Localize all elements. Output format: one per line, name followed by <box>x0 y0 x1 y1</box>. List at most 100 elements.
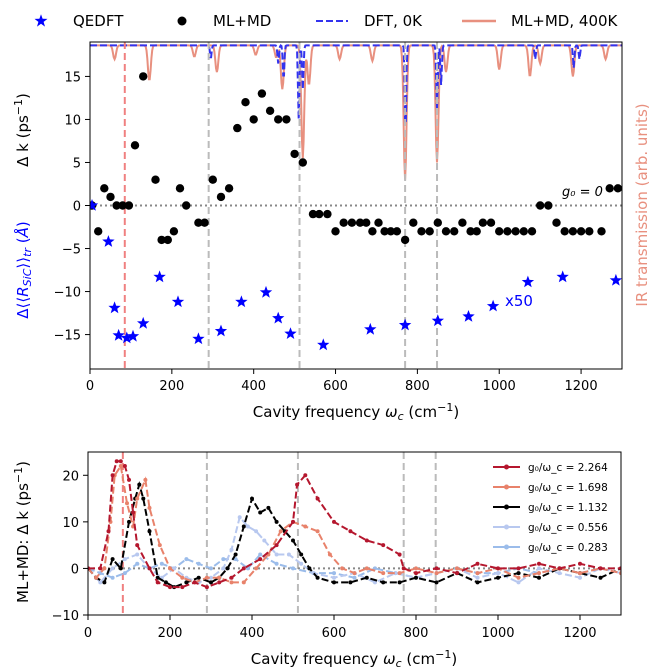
bottom-x-axis-label: Cavity frequency ωc (cm−1) <box>251 648 457 668</box>
ml-md-point <box>417 227 426 236</box>
ml-md-point <box>169 227 179 236</box>
legend-item-ml-md-400k: ML+MD, 400K <box>462 12 619 30</box>
series-point <box>184 557 189 562</box>
series-point <box>397 552 402 557</box>
top-x-tick-label: 0 <box>86 379 94 394</box>
qedft-point <box>126 329 140 342</box>
series-point <box>196 575 201 580</box>
series-point <box>250 496 254 501</box>
legend-swatch-point <box>504 524 509 530</box>
series-point <box>516 580 521 585</box>
ml-md-point <box>576 227 586 236</box>
series-point <box>434 580 439 585</box>
series-point <box>180 575 185 580</box>
ml-md-point <box>374 218 383 227</box>
series-point <box>110 575 115 580</box>
series-point <box>241 580 246 585</box>
series-point <box>184 580 189 585</box>
bottom-legend: g₀/ω_c = 2.264 g₀/ω_c = 1.698 g₀/ω_c = 1.1… <box>493 462 608 554</box>
series-point <box>147 566 152 571</box>
ml-md-point <box>339 218 348 227</box>
series-point <box>237 515 242 520</box>
bottom-x-tick-label: 600 <box>322 626 347 641</box>
ml-md-point <box>224 184 234 193</box>
qedft-point <box>153 270 166 283</box>
ml-md-point <box>274 115 283 124</box>
ml-md-point <box>568 227 578 236</box>
series-point <box>352 571 357 576</box>
series-point <box>303 473 308 478</box>
legend-series-label: g₀/ω_c = 1.698 <box>528 482 608 494</box>
series-point <box>225 566 230 571</box>
legend-series-label: g₀/ω_c = 0.556 <box>528 522 608 534</box>
ml-md-point <box>560 227 569 236</box>
series-point <box>137 482 142 487</box>
top-y-tick-label: −15 <box>54 329 81 344</box>
top-axis-ticks: 0 200 400 600 800 1000 1200 −15 −10 −5 0 5 10 15 <box>54 70 598 394</box>
legend-swatch-point <box>504 484 509 490</box>
series-point <box>332 575 336 580</box>
qedft-point <box>521 275 535 288</box>
series-point <box>143 477 148 482</box>
top-panel: 0 200 400 600 800 1000 1200 −15 −10 −5 0 5 10 15 g₀ =… <box>12 41 649 423</box>
ml-md-point <box>323 209 332 219</box>
series-point <box>204 575 209 580</box>
series-point <box>180 585 185 590</box>
top-right-axis-label: IR transmission (arb. units) <box>633 103 649 306</box>
ml-md-point <box>386 227 395 236</box>
series-point <box>196 561 201 566</box>
series-point <box>496 571 500 576</box>
qedft-point <box>235 295 248 308</box>
series-point <box>598 566 603 571</box>
qedft-point <box>102 235 115 247</box>
series-point <box>229 575 234 580</box>
series-point <box>110 557 115 562</box>
series-point <box>192 580 197 585</box>
ir-0k-curve <box>90 44 622 125</box>
series-point <box>254 566 259 571</box>
series-point <box>131 510 136 515</box>
qedft-point <box>556 270 569 283</box>
ml-md-point <box>466 227 475 236</box>
series-point <box>241 566 246 571</box>
ml-md-point <box>249 115 258 124</box>
legend-label-qedft: QEDFT <box>73 12 124 30</box>
bottom-y-tick-label: −10 <box>52 609 79 624</box>
top-plot-area <box>90 42 622 369</box>
series-point <box>168 566 172 571</box>
series-point <box>332 519 336 524</box>
series-point <box>258 552 263 557</box>
series-line <box>88 515 621 584</box>
qedft-point <box>112 328 125 341</box>
series-point <box>516 571 521 576</box>
series-point <box>122 464 127 468</box>
top-y-tick-label: −5 <box>62 243 81 258</box>
series-point <box>332 571 336 576</box>
series-point <box>163 580 168 585</box>
ml-md-point <box>355 218 365 227</box>
bottom-x-tick-label: 0 <box>84 626 92 641</box>
bottom-legend-item: g₀/ω_c = 0.283 <box>493 542 608 554</box>
qedft-point <box>284 327 297 339</box>
bottom-legend-item: g₀/ω_c = 0.556 <box>493 522 608 534</box>
series-point <box>434 571 439 576</box>
legend-label-ml-md-400k: ML+MD, 400K <box>511 12 619 30</box>
series-point <box>221 566 226 571</box>
series-point <box>122 557 127 562</box>
series-point <box>291 566 295 571</box>
series-point <box>110 473 115 478</box>
bottom-axes-frame <box>87 451 622 616</box>
top-y-tick-label: 15 <box>64 70 81 85</box>
series-point <box>364 538 369 543</box>
qedft-point <box>609 273 622 286</box>
series-point <box>475 561 480 566</box>
series-point <box>299 552 304 557</box>
legend-series-label: g₀/ω_c = 2.264 <box>528 462 608 474</box>
series-point <box>217 580 222 585</box>
series-point <box>229 547 234 552</box>
series-point <box>537 561 541 566</box>
top-x-tick-label: 600 <box>323 379 348 394</box>
series-point <box>110 566 115 571</box>
qedft-point <box>192 332 205 345</box>
